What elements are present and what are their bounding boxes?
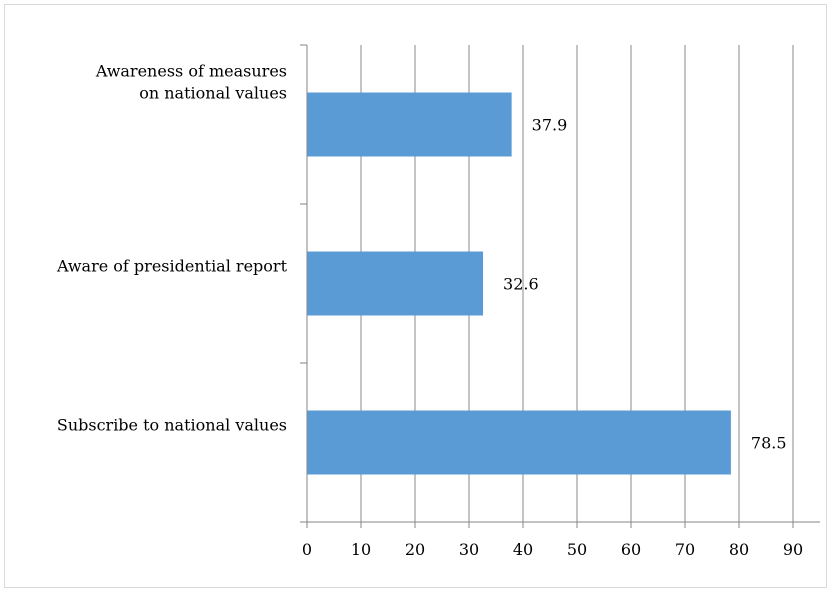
x-tick-label: 20	[405, 540, 425, 559]
bars	[307, 92, 731, 475]
data-label: 78.5	[751, 434, 787, 453]
bar	[307, 410, 731, 475]
bar	[307, 92, 512, 157]
data-label: 37.9	[532, 116, 568, 135]
x-tick-label: 30	[459, 540, 479, 559]
y-category-label-line: on national values	[139, 84, 287, 103]
y-category-label: Aware of presidential report	[56, 257, 288, 276]
y-category-label-line: Awareness of measures	[95, 62, 287, 81]
y-category-label-line: Aware of presidential report	[56, 257, 288, 276]
x-tick-label: 80	[729, 540, 749, 559]
y-category-label: Awareness of measures on national values	[95, 62, 287, 103]
x-tick-label: 10	[351, 540, 371, 559]
data-label: 32.6	[503, 275, 539, 294]
axes	[300, 44, 820, 528]
x-tick-label: 70	[675, 540, 695, 559]
x-tick-label: 40	[513, 540, 533, 559]
x-tick-label: 50	[567, 540, 587, 559]
y-category-label: Subscribe to national values	[57, 416, 287, 435]
x-tick-label: 90	[783, 540, 803, 559]
x-tick-label: 60	[621, 540, 641, 559]
bar	[307, 251, 484, 316]
labels: 0 10 20 30 40 50 60 70 80 90 37.9 Awareness of meas…	[56, 62, 803, 560]
x-tick-label: 0	[302, 540, 312, 559]
y-category-label-line: Subscribe to national values	[57, 416, 287, 435]
